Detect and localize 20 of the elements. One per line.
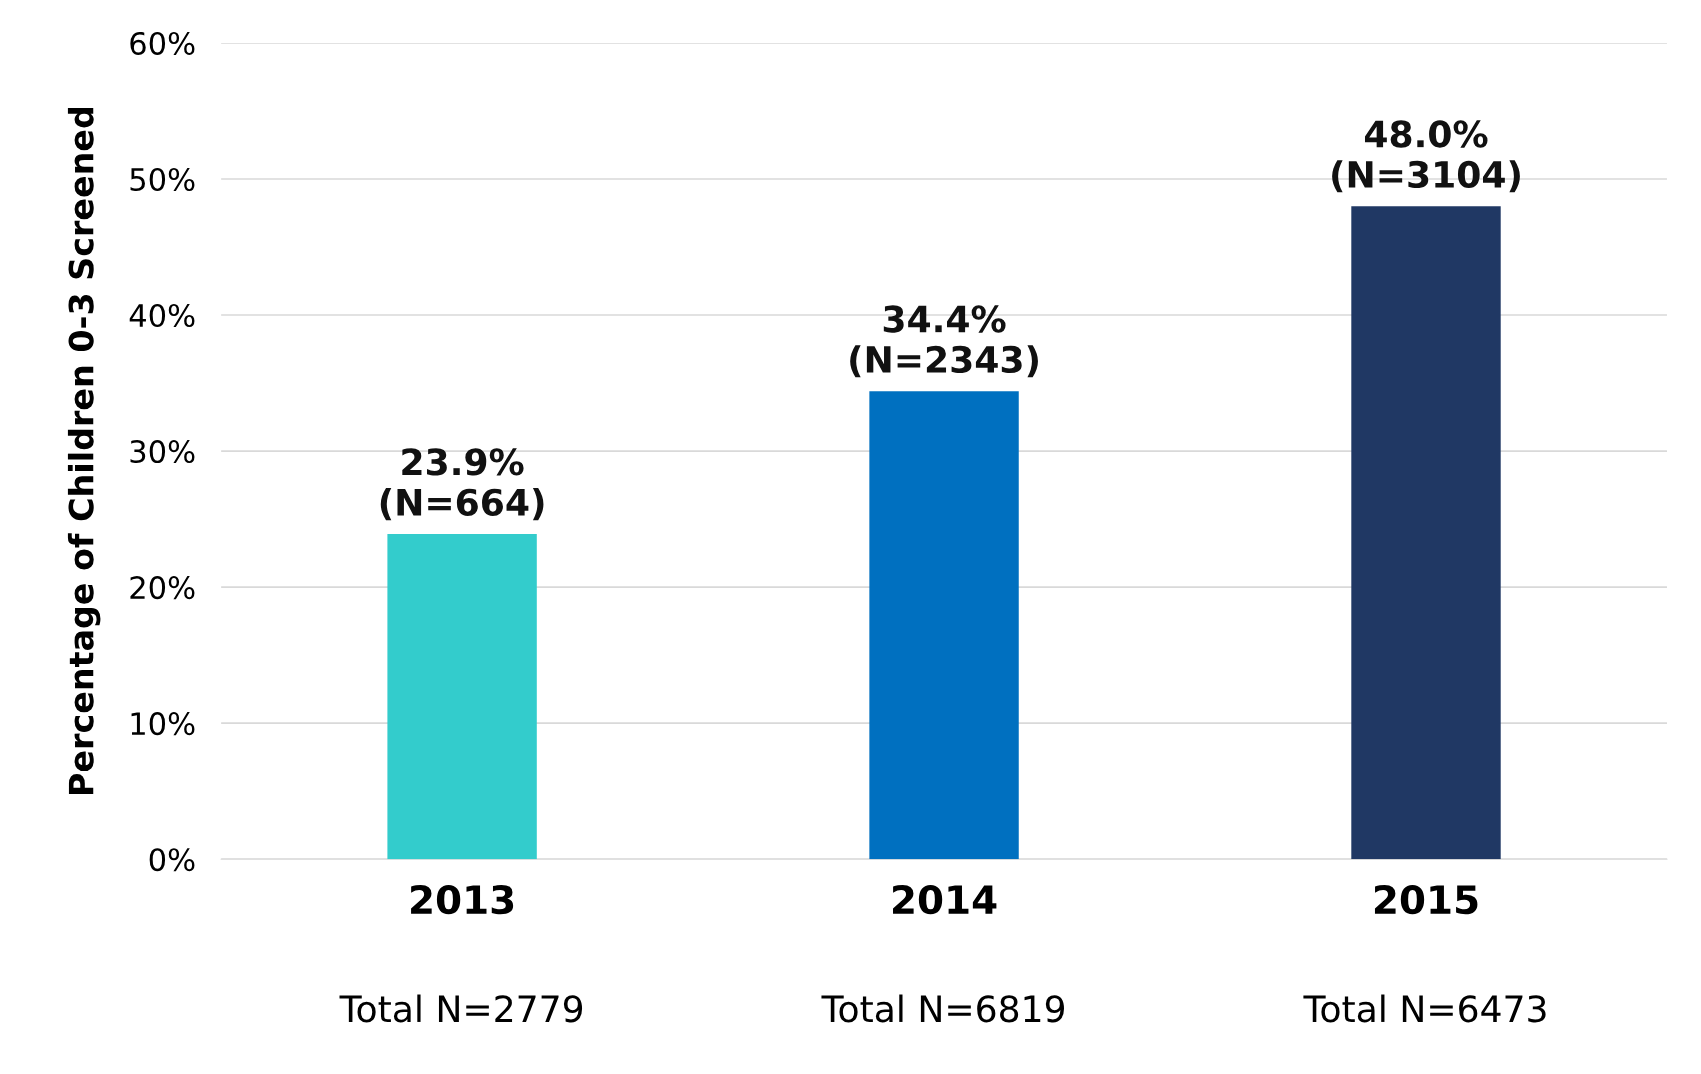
text: Total N=6473	[1303, 994, 1546, 1023]
y-tick-label: 30%	[130, 440, 195, 464]
y-tick-label: 60%	[130, 31, 195, 55]
text: Total N=2779	[339, 994, 583, 1023]
data-label: 48.0% (N=3104)	[1332, 120, 1520, 193]
data-label: 23.9% (N=664)	[380, 448, 544, 521]
y-tick-label: 0%	[149, 848, 195, 872]
y-tick-label: 10%	[131, 712, 195, 736]
bar	[869, 391, 1019, 860]
bar	[1351, 206, 1501, 860]
x-tick-label: 2015	[1374, 884, 1478, 915]
x-tick-label: 2014	[893, 884, 997, 915]
x-tick-label: 2013	[411, 884, 514, 915]
y-tick-label: 40%	[129, 303, 195, 328]
y-tick-label: 50%	[130, 167, 195, 192]
y-axis-title: Percentage of Children 0-3 Screened	[67, 107, 101, 794]
data-label: 34.4% (N=2343)	[850, 305, 1038, 378]
y-tick-label: 20%	[130, 576, 195, 600]
bar	[387, 534, 537, 860]
text: Total N=6819	[821, 994, 1065, 1023]
